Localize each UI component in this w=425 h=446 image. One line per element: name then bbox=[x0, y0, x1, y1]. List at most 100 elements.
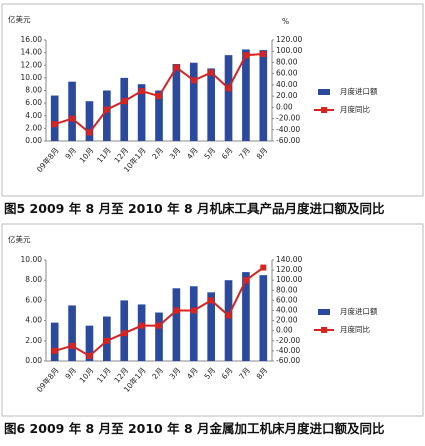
x-tick-label: 10月 bbox=[78, 146, 96, 165]
line-marker bbox=[225, 312, 232, 319]
bar bbox=[259, 50, 268, 141]
bar bbox=[172, 63, 181, 141]
y2-tick-label: 40.00 bbox=[276, 80, 298, 89]
line-marker bbox=[260, 51, 267, 58]
bar bbox=[189, 62, 198, 141]
x-tick-label: 2月 bbox=[150, 146, 165, 161]
y-tick-label: 4.00 bbox=[25, 111, 42, 120]
x-tick-label: 09年8月 bbox=[34, 365, 61, 394]
y2-tick-label: 40.00 bbox=[276, 306, 298, 315]
line-marker bbox=[225, 85, 232, 92]
y-tick-label: 0.00 bbox=[25, 136, 42, 145]
line-marker bbox=[242, 277, 249, 284]
line-marker bbox=[138, 88, 145, 95]
bar bbox=[259, 275, 268, 361]
bar bbox=[50, 95, 59, 141]
x-tick-label: 10月 bbox=[78, 366, 96, 385]
caption: 图5 2009 年 8 月至 2010 年 8 月机床工具产品月度进口额及同比 bbox=[4, 201, 385, 216]
line-marker bbox=[190, 77, 197, 84]
caption: 图6 2009 年 8 月至 2010 年 8 月金属加工机床月度进口额及同比 bbox=[4, 421, 385, 436]
bar bbox=[103, 90, 111, 141]
y2-tick-label: -60.00 bbox=[276, 356, 300, 365]
frame bbox=[1, 3, 424, 197]
y2-tick-label: 80.00 bbox=[276, 57, 298, 66]
y-tick-label: 2.00 bbox=[25, 123, 42, 132]
y2-tick-label: 140.00 bbox=[276, 255, 302, 264]
y2-tick-label: -20.00 bbox=[276, 336, 300, 345]
y2-tick-label: 60.00 bbox=[276, 69, 298, 78]
legend-label: 月度进口额 bbox=[340, 86, 378, 96]
x-tick-label: 9月 bbox=[63, 146, 78, 161]
line-marker bbox=[156, 322, 162, 329]
y-tick-label: 12.00 bbox=[21, 60, 43, 69]
line-marker bbox=[208, 297, 215, 304]
x-tick-label: 5月 bbox=[202, 366, 217, 381]
legend-label: 月度同比 bbox=[340, 104, 370, 114]
line-marker bbox=[138, 322, 145, 329]
bar bbox=[224, 280, 233, 361]
y-tick-label: 6.00 bbox=[25, 295, 42, 304]
y2-tick-label: 120.00 bbox=[276, 35, 302, 44]
bar bbox=[189, 286, 198, 361]
y2-tick-label: -40.00 bbox=[276, 346, 300, 355]
x-tick-label: 11月 bbox=[95, 366, 113, 385]
bar bbox=[242, 49, 250, 141]
bar bbox=[68, 305, 76, 361]
line-marker bbox=[51, 121, 58, 128]
chart: 亿美元 % 0.00 2.00 4.00 6.00 8.00 10.00 12.00 14.00 1… bbox=[1, 3, 424, 197]
y-tick-label: 10.00 bbox=[21, 73, 43, 82]
x-tick-label: 4月 bbox=[185, 366, 200, 381]
line-marker bbox=[208, 69, 215, 76]
bar bbox=[50, 322, 59, 361]
legend-swatch bbox=[321, 327, 327, 333]
x-tick-label: 8月 bbox=[255, 146, 270, 161]
line-marker bbox=[156, 93, 162, 100]
x-tick-label: 2月 bbox=[150, 366, 165, 381]
y-axis-label: 亿美元 bbox=[8, 14, 31, 24]
y2-tick-label: 60.00 bbox=[276, 295, 298, 304]
line-marker bbox=[260, 264, 267, 271]
y2-tick-label: -20.00 bbox=[276, 114, 300, 123]
bar bbox=[68, 81, 76, 141]
bar bbox=[120, 77, 129, 141]
line-marker bbox=[173, 64, 180, 71]
legend-label: 月度进口额 bbox=[340, 306, 378, 316]
bar bbox=[207, 68, 215, 141]
line-marker bbox=[86, 352, 93, 359]
line-marker bbox=[86, 129, 93, 136]
line-marker bbox=[69, 115, 76, 122]
y-tick-label: 8.00 bbox=[25, 275, 42, 284]
y2-tick-label: 120.00 bbox=[276, 265, 302, 274]
bar bbox=[137, 304, 146, 361]
y-tick-label: 16.00 bbox=[21, 35, 43, 44]
bar bbox=[155, 90, 163, 141]
bar bbox=[242, 272, 250, 361]
bar bbox=[224, 55, 233, 141]
legend-label: 月度同比 bbox=[340, 324, 370, 334]
bar bbox=[172, 288, 181, 361]
x-tick-label: 3月 bbox=[168, 366, 183, 381]
x-tick-label: 9月 bbox=[63, 366, 78, 381]
chart: 亿美元 0.00 2.00 4.00 6.00 8.00 10.00 -60.00-40.00… bbox=[1, 223, 424, 417]
line-marker bbox=[121, 330, 128, 337]
y2-tick-label: 0.00 bbox=[276, 102, 293, 111]
y-tick-label: 2.00 bbox=[25, 336, 42, 345]
frame bbox=[1, 223, 424, 417]
y-tick-label: 6.00 bbox=[25, 98, 42, 107]
x-tick-label: 6月 bbox=[220, 146, 235, 161]
y2-axis-label: % bbox=[282, 17, 289, 26]
y2-tick-label: 100.00 bbox=[276, 275, 302, 284]
y2-tick-label: 80.00 bbox=[276, 285, 298, 294]
legend-swatch bbox=[318, 309, 330, 315]
y2-tick-label: 0.00 bbox=[276, 326, 293, 335]
legend-swatch bbox=[321, 107, 327, 113]
x-tick-label: 09年8月 bbox=[34, 145, 61, 174]
x-tick-label: 5月 bbox=[202, 146, 217, 161]
y-tick-label: 0.00 bbox=[25, 356, 42, 365]
y-axis-label: 亿美元 bbox=[8, 234, 31, 244]
line-marker bbox=[51, 347, 58, 354]
line-marker bbox=[242, 52, 249, 59]
line-marker bbox=[173, 307, 180, 314]
bar bbox=[85, 101, 94, 141]
bar bbox=[85, 325, 94, 361]
